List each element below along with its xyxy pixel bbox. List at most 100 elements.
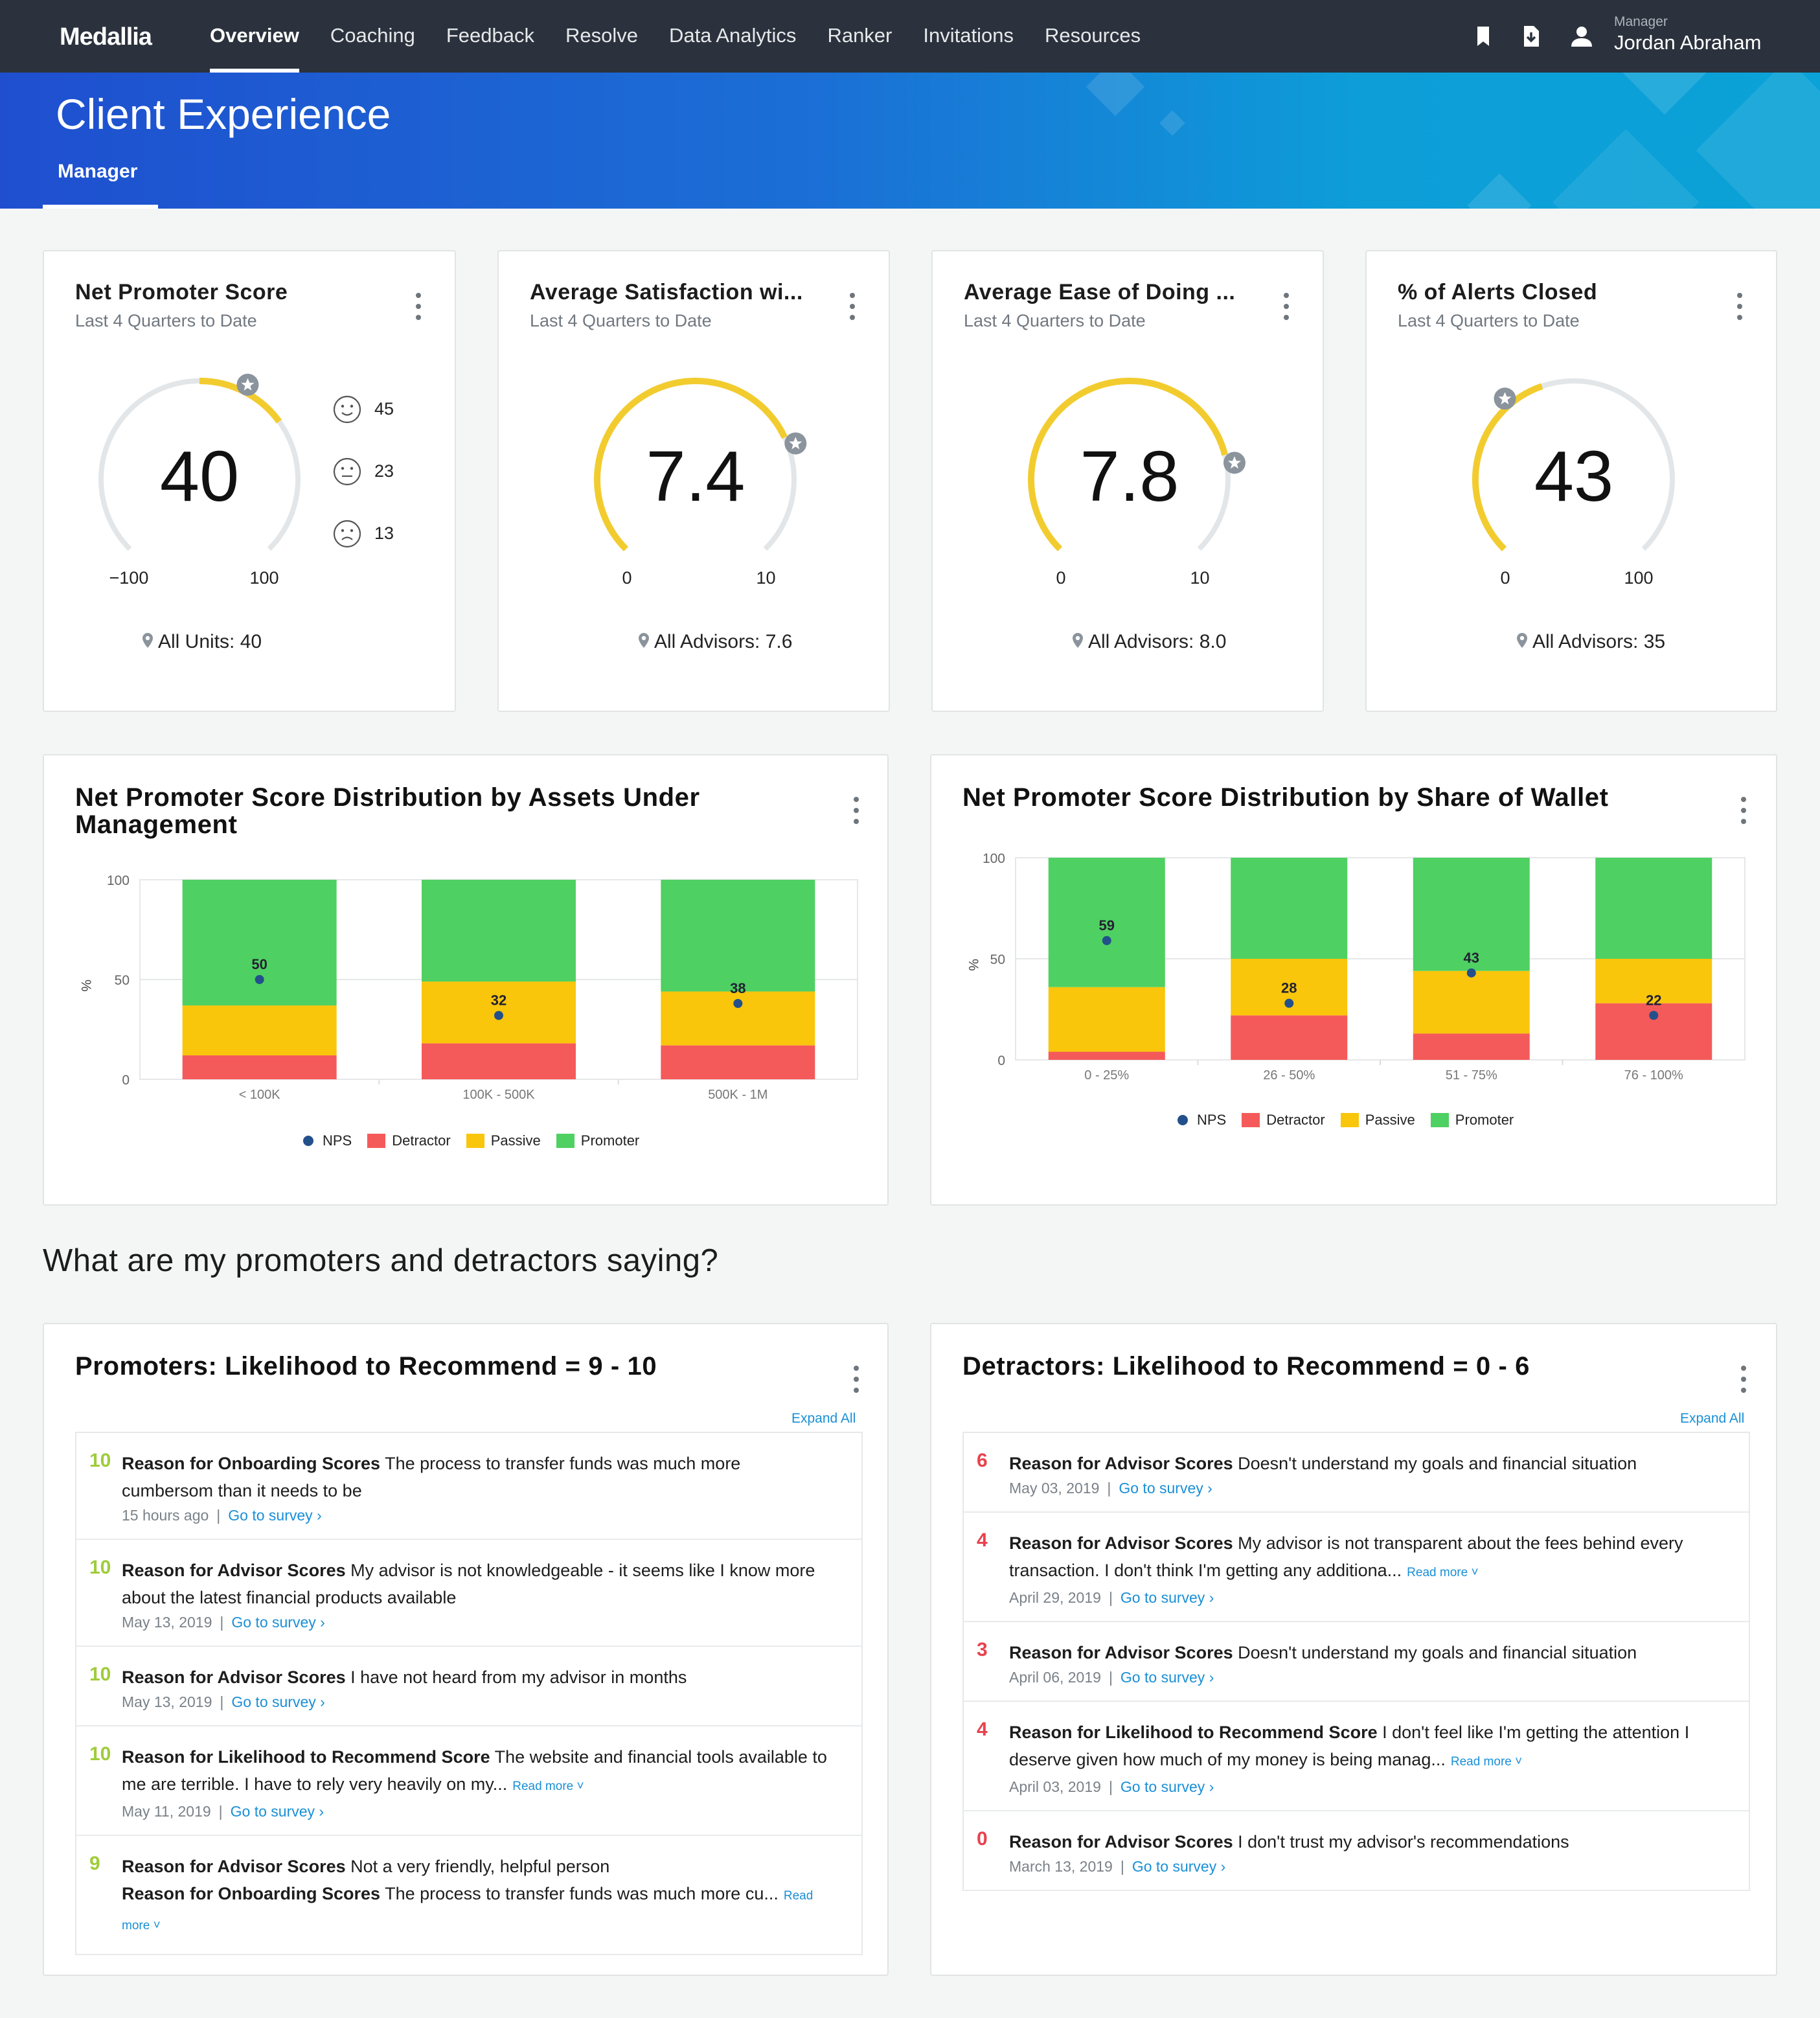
comment-meta: May 11, 2019 | Go to survey › (122, 1803, 836, 1820)
go-to-survey-link[interactable]: Go to survey › (1119, 1480, 1212, 1496)
comment-score: 10 (89, 1450, 111, 1471)
read-more-link[interactable]: Read more ˅ (122, 1889, 813, 1932)
gauge-value-arc (594, 378, 788, 552)
comment-reason-label: Reason for Advisor Scores (1009, 1832, 1233, 1852)
nav-item-coaching[interactable]: Coaching (330, 24, 415, 47)
promoter-bar (422, 880, 576, 982)
legend-nps-dot-icon (303, 1136, 313, 1146)
gauge-value-arc (1472, 383, 1543, 552)
card-menu-kebab-icon[interactable] (852, 1366, 860, 1399)
card-period: Last 4 Quarters to Date (530, 311, 712, 330)
go-to-survey-link[interactable]: Go to survey › (1120, 1778, 1214, 1795)
comment-item: 6 Reason for Advisor Scores Doesn't under… (964, 1433, 1749, 1513)
read-more-link[interactable]: Read more ˅ (512, 1780, 584, 1793)
x-tick-label: 51 - 75% (1446, 1068, 1497, 1083)
card-menu-kebab-icon[interactable] (1736, 293, 1744, 327)
promoters-title: Promoters: Likelihood to Recommend = 9 -… (75, 1352, 657, 1381)
comment-score: 4 (977, 1719, 988, 1740)
meta-separator: | (1108, 1669, 1113, 1686)
comment-text: Reason for Advisor Scores I have not hea… (122, 1664, 836, 1691)
user-menu[interactable]: Manager Jordan Abraham (1614, 14, 1761, 54)
comment-item: 10 Reason for Advisor Scores My advisor i… (76, 1540, 861, 1647)
go-to-survey-link[interactable]: Go to survey › (231, 1614, 325, 1631)
chart-legend: NPS Detractor Passive Promoter (303, 1132, 639, 1149)
go-to-survey-link[interactable]: Go to survey › (231, 1693, 325, 1710)
nav-item-feedback[interactable]: Feedback (446, 24, 534, 47)
nav-item-data-analytics[interactable]: Data Analytics (669, 24, 797, 47)
comment-text: Reason for Onboarding Scores The process… (122, 1450, 836, 1504)
go-to-survey-link[interactable]: Go to survey › (1120, 1669, 1214, 1686)
legend-swatch (1430, 1113, 1449, 1127)
card-menu-kebab-icon[interactable] (848, 293, 856, 327)
nav-item-resources[interactable]: Resources (1044, 24, 1141, 47)
comment-score: 10 (89, 1743, 111, 1765)
gauge-card: Average Satisfaction wi... Last 4 Quarter… (497, 250, 890, 712)
y-axis-label: % (966, 959, 981, 971)
nps-point (733, 998, 743, 1008)
go-to-survey-link[interactable]: Go to survey › (228, 1507, 322, 1524)
comment-item: 0 Reason for Advisor Scores I don't trust… (964, 1811, 1749, 1891)
comment-reason-label: Reason for Onboarding Scores (122, 1884, 381, 1903)
medallia-logo[interactable]: Medallia (60, 23, 152, 51)
comment-line: Reason for Onboarding Scores The process… (122, 1880, 836, 1940)
nav-item-ranker[interactable]: Ranker (827, 24, 893, 47)
legend-swatch (556, 1134, 574, 1148)
main-nav: Overview Coaching Feedback Resolve Data Anal… (194, 0, 1156, 73)
promoter-bar (1048, 858, 1165, 987)
gauge-dial (1028, 378, 1246, 552)
tab-manager[interactable]: Manager (58, 161, 138, 182)
user-icon[interactable] (1569, 23, 1595, 49)
y-tick-label: 100 (983, 851, 1005, 866)
gauge-benchmark-text: All Advisors: 8.0 (1088, 631, 1227, 652)
gauge-value: 40 (159, 437, 240, 516)
nav-item-invitations[interactable]: Invitations (923, 24, 1014, 47)
nav-item-resolve[interactable]: Resolve (565, 24, 638, 47)
comment-score: 10 (89, 1664, 111, 1685)
bookmark-icon[interactable] (1470, 23, 1496, 49)
gauge-card: Net Promoter Score Last 4 Quarters to Dat… (43, 250, 456, 712)
x-tick-label: 26 - 50% (1263, 1068, 1315, 1083)
card-menu-kebab-icon[interactable] (1282, 293, 1290, 327)
nav-item-overview[interactable]: Overview (194, 0, 315, 73)
gauge-benchmark: All Advisors: 35 (1516, 631, 1665, 653)
comment-reason-label: Reason for Advisor Scores (1009, 1533, 1233, 1553)
comment-date: May 13, 2019 (122, 1693, 212, 1710)
gauge-benchmark-text: All Units: 40 (158, 631, 262, 652)
go-to-survey-link[interactable]: Go to survey › (1120, 1589, 1214, 1606)
chart-title: Net Promoter Score Distribution by Asset… (75, 783, 700, 839)
detractors-title: Detractors: Likelihood to Recommend = 0 … (962, 1352, 1530, 1381)
comment-text: Reason for Advisor Scores My advisor is … (122, 1557, 836, 1611)
read-more-link[interactable]: Read more ˅ (1407, 1566, 1479, 1579)
location-pin-icon (1073, 633, 1083, 648)
passive-bar (182, 1005, 337, 1056)
comment-reason-label: Reason for Advisor Scores (122, 1668, 346, 1687)
legend-label: Promoter (580, 1132, 640, 1149)
page-header-banner: Client Experience Manager (0, 73, 1820, 209)
expand-all-link[interactable]: Expand All (791, 1411, 856, 1426)
export-icon[interactable] (1518, 23, 1544, 49)
card-menu-kebab-icon[interactable] (415, 293, 422, 327)
user-name: Jordan Abraham (1614, 31, 1762, 54)
card-menu-kebab-icon[interactable] (1740, 1366, 1747, 1399)
meta-separator: | (220, 1614, 224, 1631)
comment-score: 0 (977, 1828, 988, 1850)
go-to-survey-link[interactable]: Go to survey › (230, 1803, 324, 1820)
expand-all-link[interactable]: Expand All (1680, 1411, 1745, 1426)
gauge-card: Average Ease of Doing ... Last 4 Quarters… (931, 250, 1324, 712)
legend-label: Promoter (1455, 1112, 1514, 1128)
x-tick-label: 76 - 100% (1624, 1068, 1683, 1083)
section-heading: What are my promoters and detractors say… (43, 1243, 719, 1278)
comment-line: Reason for Onboarding Scores The process… (122, 1450, 836, 1504)
legend-label: Detractor (392, 1132, 451, 1149)
passive-bar (1595, 959, 1712, 1003)
card-menu-kebab-icon[interactable] (1740, 797, 1747, 831)
comment-body: I don't feel like I'm getting the attent… (1009, 1723, 1690, 1769)
read-more-link[interactable]: Read more ˅ (1450, 1755, 1523, 1769)
card-menu-kebab-icon[interactable] (852, 797, 860, 831)
go-to-survey-link[interactable]: Go to survey › (1132, 1858, 1226, 1875)
comment-line: Reason for Advisor Scores Not a very fri… (122, 1853, 836, 1880)
detractors-card: Detractors: Likelihood to Recommend = 0 … (930, 1323, 1777, 1976)
promoter-bar (1595, 858, 1712, 959)
card-title: % of Alerts Closed (1398, 280, 1598, 304)
y-tick-label: 0 (997, 1053, 1005, 1068)
